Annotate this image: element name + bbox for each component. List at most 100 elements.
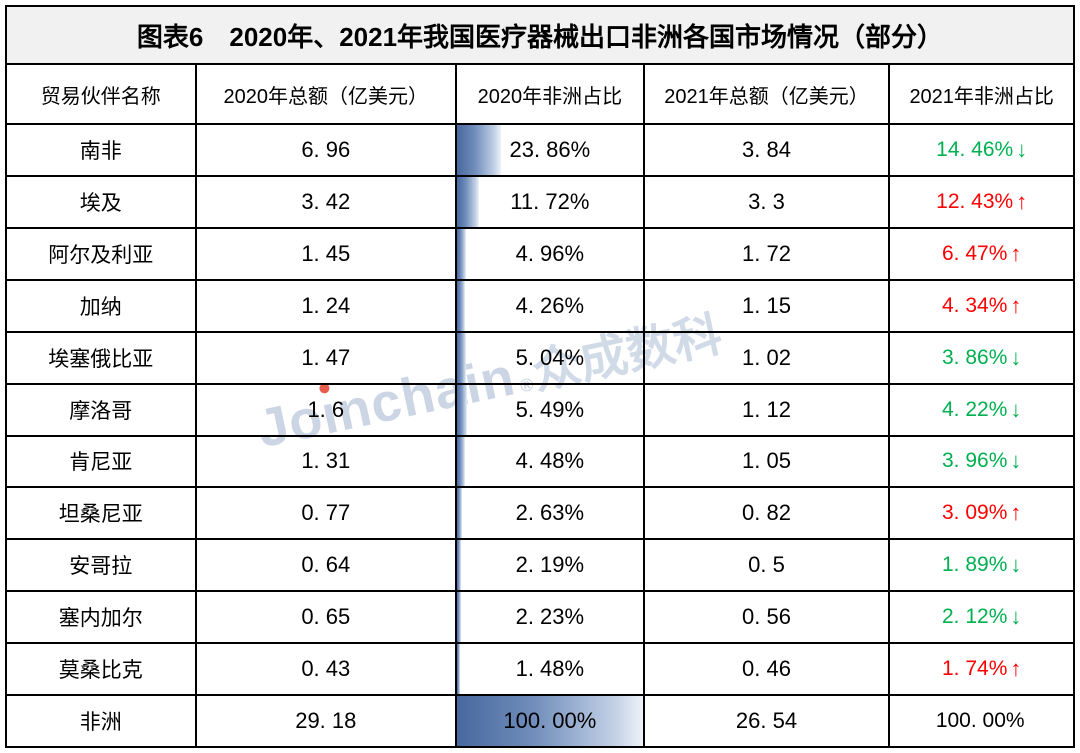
header-share-2021: 2021年非洲占比 [909,85,1054,108]
cell-partner-name: 塞内加尔 [7,592,197,643]
share-2020-value: 23. 86% [509,136,591,162]
trend-arrow-icon: ↓ [1010,604,1022,630]
cell-total-2020: 0. 77 [197,488,458,539]
cell-partner-name: 安哥拉 [7,540,197,591]
cell-share-2020: 4. 48% [457,436,645,487]
cell-share-2020: 2. 19% [457,540,645,591]
table-row: 南非 6. 96 23. 86% 3. 84 14. 46% ↓ [7,125,1073,177]
cell-total-2020: 1. 47 [197,332,458,383]
cell-partner-name: 莫桑比克 [7,644,197,695]
table-row: 莫桑比克 0. 43 1. 48% 0. 46 1. 74% ↑ [7,644,1073,697]
share-2021-value: 14. 46% [936,137,1014,161]
cell-total-2021: 3. 3 [645,176,891,227]
cell-share-2021: 6. 47% ↑ [890,229,1073,279]
trend-arrow-icon: ↓ [1010,396,1022,422]
cell-share-2021: 1. 89% ↓ [890,540,1073,590]
cell-total-2021: 0. 5 [645,540,891,591]
cell-total-2020: 3. 42 [197,176,458,227]
cell-total-2021: 0. 46 [645,644,891,695]
share-2020-value: 2. 23% [515,604,585,630]
share-2020-value: 100. 00% [503,708,597,734]
share-2021-value: 6. 47% [942,241,1008,265]
table-row: 加纳 1. 24 4. 26% 1. 15 4. 34% ↑ [7,280,1073,333]
cell-total-2021: 1. 02 [645,332,891,383]
cell-share-2021: 1. 74% ↑ [890,644,1073,694]
cell-total-2021: 0. 82 [645,488,891,539]
trend-arrow-icon: ↑ [1010,292,1022,318]
cell-partner-name: 非洲 [7,696,197,747]
cell-total-2021: 3. 84 [645,125,891,175]
share-databar [457,280,465,331]
trend-arrow-icon: ↓ [1010,344,1022,370]
cell-partner-name: 加纳 [7,280,197,331]
table-row: 坦桑尼亚 0. 77 2. 63% 0. 82 3. 09% ↑ [7,488,1073,541]
share-2021-value: 12. 43% [936,189,1014,213]
cell-share-2020: 23. 86% [457,125,645,175]
cell-partner-name: 坦桑尼亚 [7,488,197,539]
cell-share-2020: 5. 04% [457,332,645,383]
share-2020-value: 1. 48% [515,656,585,682]
cell-share-2021: 2. 12% ↓ [890,592,1073,642]
share-2020-value: 2. 63% [515,500,585,526]
share-2021-value: 2. 12% [942,605,1008,629]
share-2021-value: 1. 74% [942,657,1008,681]
trend-arrow-icon: ↓ [1016,136,1028,162]
share-databar [457,488,462,539]
share-2020-value: 4. 48% [515,448,585,474]
table-header-row: 贸易伙伴名称 2020年总额（亿美元） 2020年非洲占比 2021年总额（亿美… [7,65,1073,125]
cell-share-2021: 12. 43% ↑ [890,177,1073,227]
trend-arrow-icon: ↑ [1010,500,1022,526]
cell-share-2020: 4. 96% [457,228,645,279]
cell-share-2020: 2. 23% [457,592,645,643]
cell-share-2020: 5. 49% [457,384,645,435]
cell-share-2021: 4. 22% ↓ [890,385,1073,435]
share-2020-value: 5. 49% [515,396,585,422]
table-row: 埃及 3. 42 11. 72% 3. 3 12. 43% ↑ [7,176,1073,229]
share-2021-value: 3. 96% [942,449,1008,473]
cell-partner-name: 埃塞俄比亚 [7,332,197,383]
cell-share-2020: 100. 00% [457,696,645,747]
cell-partner-name: 南非 [7,125,197,175]
cell-share-2020: 1. 48% [457,644,645,695]
share-databar [457,696,643,747]
table-title-bar: 图表6 2020年、2021年我国医疗器械出口非洲各国市场情况（部分） [7,7,1073,65]
share-2020-value: 4. 96% [515,240,585,266]
cell-total-2020: 0. 43 [197,644,458,695]
cell-total-2020: 0. 64 [197,540,458,591]
cell-total-2020: 1. 31 [197,436,458,487]
share-2021-value: 3. 86% [942,345,1008,369]
table-row: 塞内加尔 0. 65 2. 23% 0. 56 2. 12% ↓ [7,592,1073,645]
trend-arrow-icon: ↓ [1010,448,1022,474]
share-2021-value: 1. 89% [942,553,1008,577]
share-databar [457,436,466,487]
trend-arrow-icon: ↑ [1010,240,1022,266]
cell-total-2021: 1. 12 [645,384,891,435]
cell-share-2021: 100. 00% [890,696,1073,746]
cell-partner-name: 摩洛哥 [7,384,197,435]
share-2021-value: 4. 22% [942,397,1008,421]
cell-total-2020: 1. 45 [197,228,458,279]
table-row: 阿尔及利亚 1. 45 4. 96% 1. 72 6. 47% ↑ [7,228,1073,281]
cell-total-2021: 1. 05 [645,436,891,487]
share-2021-value: 100. 00% [935,709,1025,733]
cell-total-2020: 1. 6 [197,384,458,435]
share-databar [457,592,462,643]
cell-share-2021: 4. 34% ↑ [890,281,1073,331]
share-2020-value: 5. 04% [515,344,585,370]
cell-total-2021: 26. 54 [645,696,891,747]
share-2021-value: 3. 09% [942,501,1008,525]
share-2020-value: 2. 19% [515,552,585,578]
cell-partner-name: 阿尔及利亚 [7,228,197,279]
cell-share-2020: 2. 63% [457,488,645,539]
table-title: 图表6 2020年、2021年我国医疗器械出口非洲各国市场情况（部分） [136,21,944,52]
cell-total-2020: 6. 96 [197,125,458,175]
trend-arrow-icon: ↑ [1016,188,1028,214]
share-databar [457,125,502,175]
header-total-2020: 2020年总额（亿美元） [197,65,458,123]
share-databar [457,540,462,591]
cell-partner-name: 肯尼亚 [7,436,197,487]
cell-total-2021: 1. 15 [645,280,891,331]
header-partner-name: 贸易伙伴名称 [7,65,197,123]
share-databar [457,332,467,383]
